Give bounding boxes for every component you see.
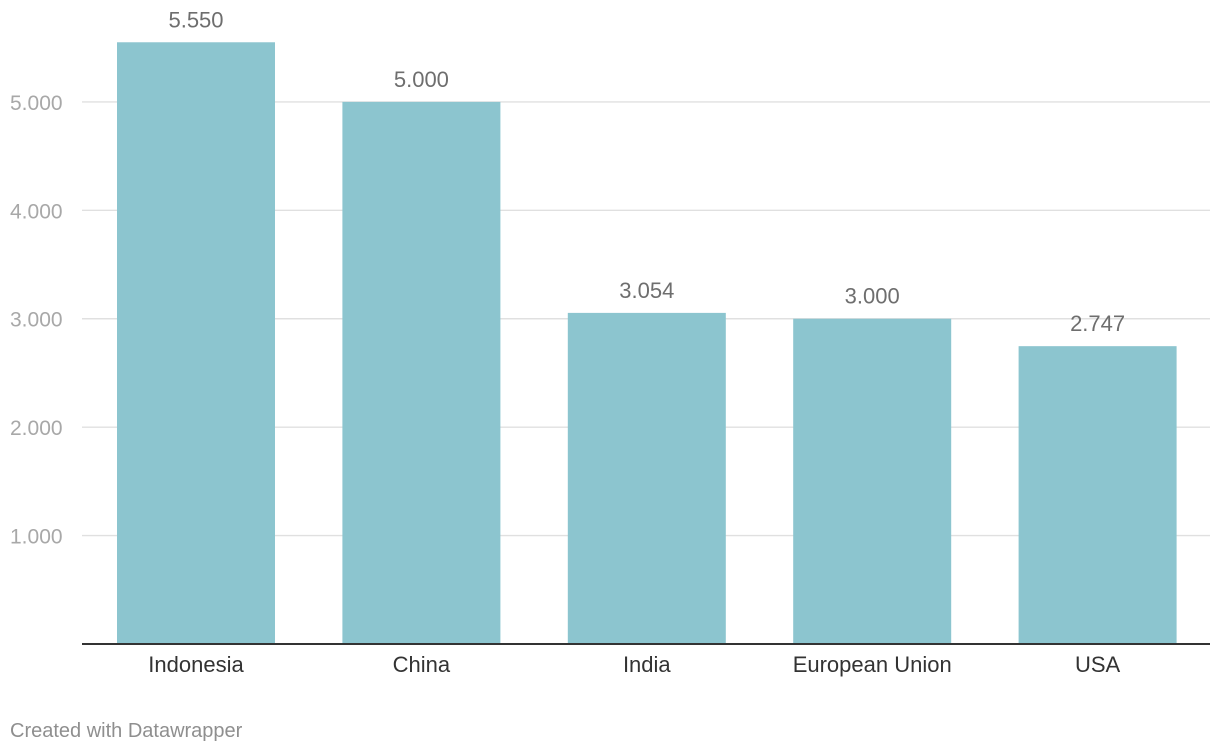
data-label: 5.550 <box>168 7 223 32</box>
data-labels: 5.550 5.000 3.054 3.000 2.747 <box>168 7 1125 336</box>
x-tick-label: European Union <box>793 652 952 677</box>
data-label: 3.000 <box>845 284 900 309</box>
bar <box>1018 346 1177 644</box>
bar <box>342 101 501 644</box>
x-axis-labels: Indonesia China India European Union USA <box>148 652 1120 677</box>
x-tick-label: USA <box>1075 652 1121 677</box>
bar <box>793 318 952 644</box>
data-label: 5.000 <box>394 67 449 92</box>
y-axis-labels: 1.000 2.000 3.000 4.000 5.000 <box>10 92 63 549</box>
y-tick-label: 1.000 <box>10 526 63 549</box>
data-label: 2.747 <box>1070 311 1125 336</box>
x-tick-label: India <box>623 652 671 677</box>
bars <box>117 42 1177 645</box>
x-tick-label: Indonesia <box>148 652 244 677</box>
y-tick-label: 5.000 <box>10 92 63 115</box>
bar-chart: 1.000 2.000 3.000 4.000 5.000 5.550 5.000 3.05… <box>10 7 1210 677</box>
bar <box>567 312 726 644</box>
data-label: 3.054 <box>619 278 674 303</box>
y-tick-label: 4.000 <box>10 200 63 223</box>
y-tick-label: 2.000 <box>10 417 63 440</box>
bar <box>117 42 275 645</box>
x-tick-label: China <box>393 652 451 677</box>
datawrapper-credit[interactable]: Created with Datawrapper <box>10 720 243 742</box>
y-tick-label: 3.000 <box>10 309 63 332</box>
